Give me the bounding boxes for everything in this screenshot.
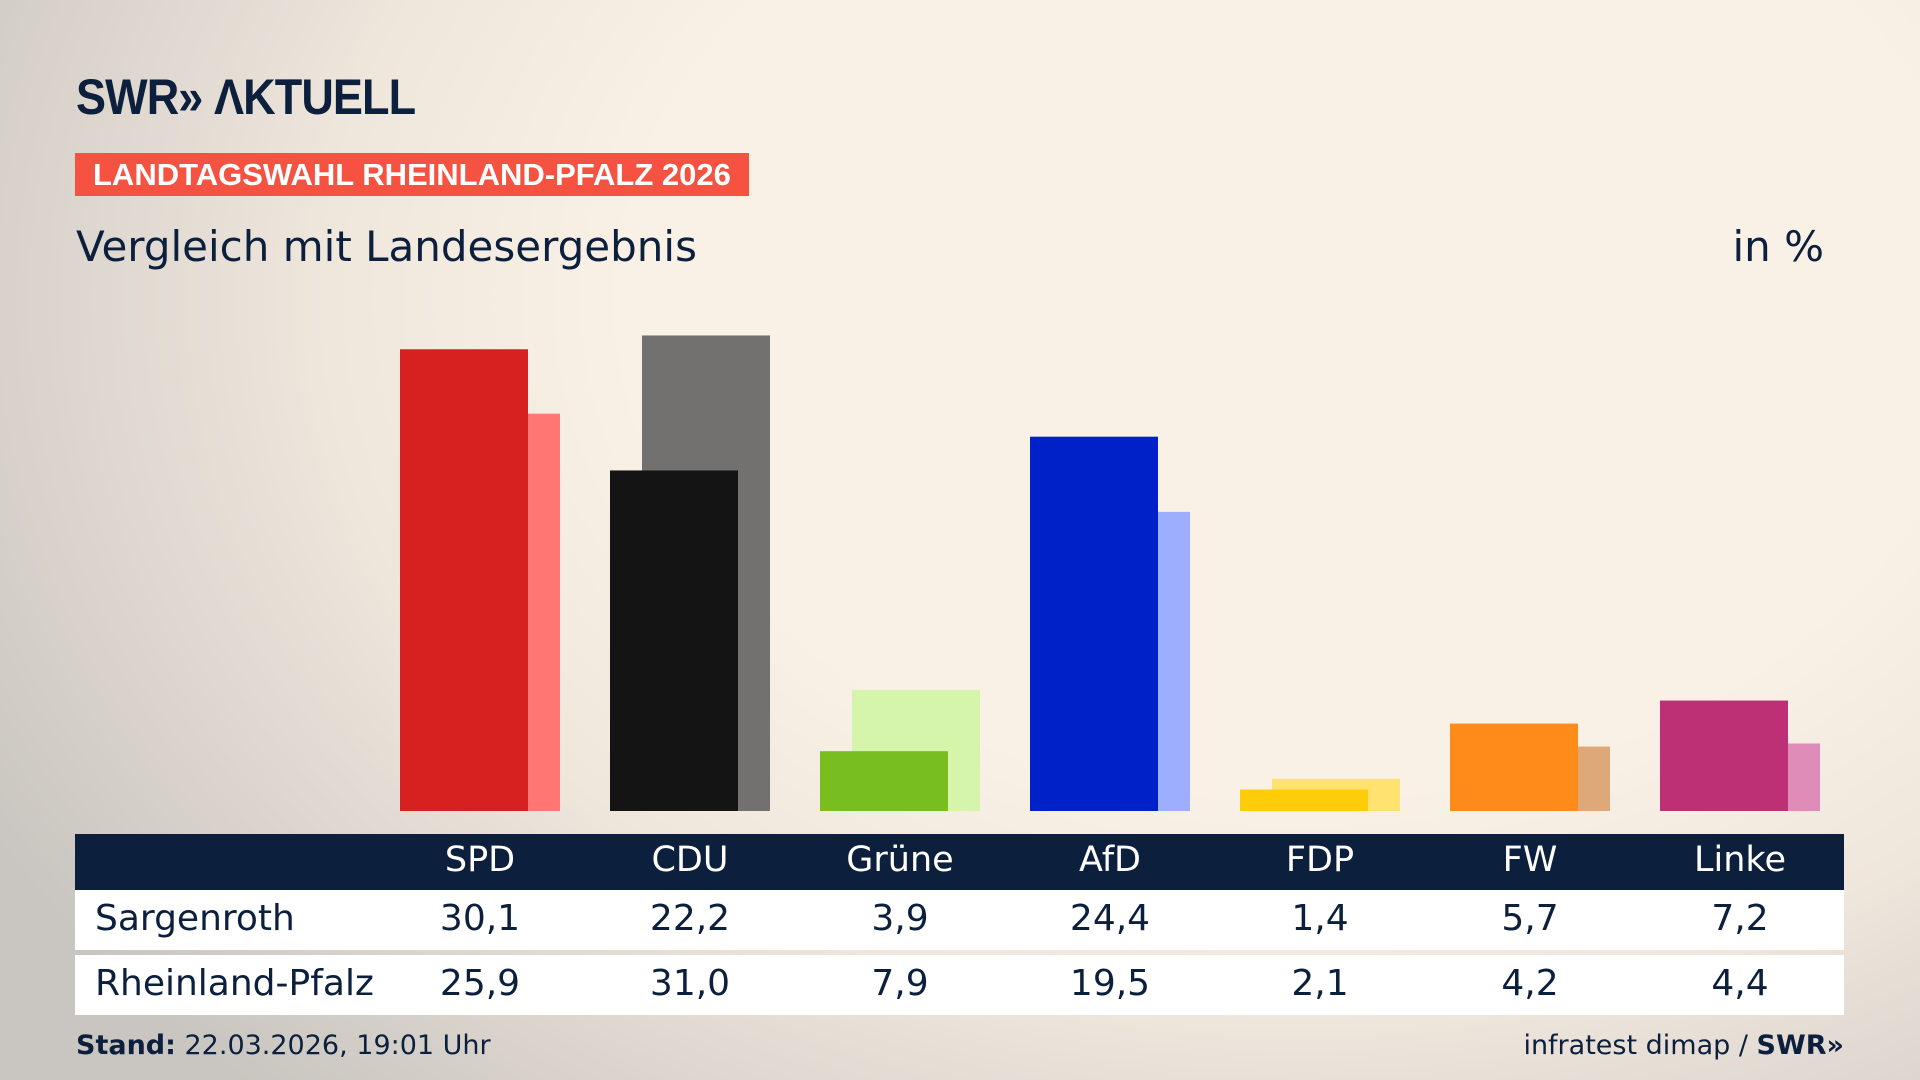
value-label: 7,9 — [871, 963, 929, 1004]
value-label: 31,0 — [649, 963, 731, 1004]
table-row: Sargenroth 30,1 22,2 3,9 24,4 1,4 5,7 7,2 — [75, 890, 1844, 950]
party-label: CDU — [651, 840, 729, 880]
bar-gemeinde-spd — [400, 349, 528, 811]
election-tag: LANDTAGSWAHL RHEINLAND-PFALZ 2026 — [75, 153, 749, 196]
source-text: infratest dimap / — [1523, 1030, 1757, 1061]
value-label: 19,5 — [1069, 963, 1151, 1004]
value-label: 4,2 — [1501, 963, 1559, 1004]
bar-gemeinde-afd — [1030, 436, 1158, 811]
row-label: Rheinland-Pfalz — [95, 963, 374, 1004]
party-label: Linke — [1694, 840, 1786, 880]
value-label: 5,7 — [1501, 898, 1559, 939]
bar-gemeinde-grüne — [820, 751, 948, 811]
bar-gemeinde-fw — [1450, 723, 1578, 811]
timestamp: Stand: 22.03.2026, 19:01 Uhr — [76, 1030, 491, 1061]
value-label: 2,1 — [1291, 963, 1349, 1004]
value-label: 22,2 — [649, 898, 731, 939]
value-label: 7,2 — [1711, 898, 1769, 939]
swr-aktuell-logo: SWR» ΛKTUELL — [76, 69, 416, 125]
source: infratest dimap / SWR» — [1523, 1030, 1844, 1061]
stand-value: 22.03.2026, 19:01 Uhr — [175, 1030, 491, 1061]
party-label: FW — [1502, 840, 1558, 880]
party-label: AfD — [1079, 840, 1141, 880]
table-header: SPD CDU Grüne AfD FDP FW Linke — [75, 834, 1844, 890]
row-label: Sargenroth — [95, 898, 295, 939]
value-label: 30,1 — [439, 898, 521, 939]
party-label: FDP — [1285, 840, 1355, 880]
value-label: 1,4 — [1291, 898, 1349, 939]
unit-label: in % — [1732, 222, 1824, 271]
chart-subtitle: Vergleich mit Landesergebnis — [76, 222, 697, 271]
table-row: Rheinland-Pfalz 25,9 31,0 7,9 19,5 2,1 4,2 4,4 — [75, 955, 1844, 1015]
party-label: Grüne — [846, 840, 954, 880]
bar-gemeinde-cdu — [610, 470, 738, 811]
value-label: 25,9 — [439, 963, 521, 1004]
party-label: SPD — [444, 840, 516, 880]
stand-label: Stand: — [76, 1030, 176, 1061]
bar-gemeinde-linke — [1660, 700, 1788, 811]
swr-footer-logo: SWR» — [1756, 1030, 1844, 1061]
bar-gemeinde-fdp — [1240, 789, 1368, 811]
value-label: 3,9 — [871, 898, 929, 939]
value-label: 24,4 — [1069, 898, 1151, 939]
value-label: 4,4 — [1711, 963, 1769, 1004]
